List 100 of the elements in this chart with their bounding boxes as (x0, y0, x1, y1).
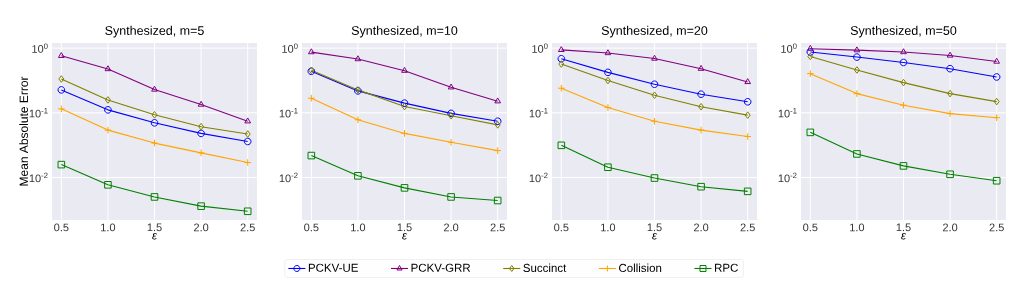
x-tick-label: 2.5 (740, 223, 755, 232)
point (697, 64, 705, 71)
x-tick-label: 2.0 (194, 223, 209, 232)
x-tick-label: 0.5 (304, 223, 319, 232)
y-tick-label: 10$^{-2}$ (529, 172, 548, 183)
point (400, 184, 409, 192)
y-tick-label: 10$^{-1}$ (778, 108, 797, 118)
point (243, 137, 252, 146)
x-tick-label: 0.5 (803, 223, 818, 232)
point (354, 55, 362, 62)
point (743, 187, 752, 196)
point (557, 84, 566, 92)
point (447, 138, 455, 147)
point (57, 105, 66, 113)
chart-title: Synthesized, m=20 (601, 25, 708, 38)
point (743, 132, 752, 141)
point (400, 99, 409, 107)
point (558, 60, 565, 68)
point (806, 69, 815, 78)
point (900, 48, 907, 55)
y-tick-label: 10$^{-1}$ (529, 108, 548, 118)
point (197, 149, 205, 157)
legend-label: PCKV-GRR (411, 263, 471, 272)
point (354, 172, 362, 180)
point (401, 66, 408, 73)
y-tick-label: 10$^{0}$ (781, 43, 797, 53)
point (151, 111, 158, 119)
x-axis-title: ε (402, 233, 408, 240)
point (853, 89, 861, 98)
point (743, 97, 752, 106)
point (151, 85, 158, 92)
point (494, 121, 501, 129)
chart-title: Synthesized, m=10 (351, 25, 458, 38)
point (244, 130, 251, 138)
y-tick-label: 10$^{0}$ (532, 43, 548, 53)
point (697, 90, 705, 98)
x-tick-label: 1.5 (896, 223, 911, 232)
x-axis-title: ε (901, 233, 907, 240)
point (698, 102, 705, 111)
point (650, 117, 659, 126)
y-axis-title: Mean Absolute Error (19, 76, 29, 186)
point (806, 128, 815, 137)
point (307, 48, 315, 55)
point (557, 141, 566, 150)
point (243, 207, 252, 216)
point (557, 46, 565, 52)
x-tick-label: 1.5 (647, 223, 662, 232)
point (992, 176, 1001, 185)
point (400, 129, 409, 138)
point (900, 78, 907, 87)
point (853, 150, 861, 158)
x-tick-label: 1.0 (101, 223, 116, 232)
point (150, 139, 159, 147)
point (697, 126, 705, 134)
point (104, 106, 112, 114)
x-tick-label: 2.5 (240, 223, 255, 232)
y-tick-label: 10$^{0}$ (32, 43, 48, 53)
x-tick-label: 1.5 (397, 223, 412, 232)
x-tick-label: 1.5 (147, 223, 162, 232)
point (354, 115, 362, 124)
point (650, 80, 659, 89)
point (899, 101, 908, 110)
point (604, 49, 612, 56)
y-tick-label: 10$^{0}$ (282, 43, 298, 53)
point (604, 103, 612, 112)
point (494, 97, 502, 104)
point (493, 196, 502, 205)
x-tick-label: 2.5 (989, 223, 1004, 232)
point (447, 193, 455, 201)
point (807, 52, 814, 61)
point (104, 126, 112, 134)
point (853, 46, 861, 53)
point (946, 51, 954, 58)
point (899, 162, 908, 170)
point (104, 181, 112, 189)
point (806, 44, 814, 51)
point (604, 68, 612, 77)
point (557, 54, 566, 63)
x-axis-title: ε (652, 233, 658, 240)
chart-title: Synthesized, m=50 (850, 25, 957, 38)
point (57, 86, 66, 94)
point (197, 100, 205, 107)
point (993, 97, 1000, 106)
point (57, 52, 65, 58)
point (104, 65, 112, 72)
x-tick-label: 0.5 (54, 223, 69, 232)
x-tick-label: 2.0 (942, 223, 958, 232)
point (853, 66, 860, 74)
point (493, 146, 502, 155)
point (104, 96, 111, 104)
point (150, 119, 159, 127)
point (899, 58, 908, 67)
x-tick-label: 2.5 (490, 223, 505, 232)
x-tick-label: 1.0 (601, 223, 616, 232)
x-axis-title: ε (152, 233, 158, 240)
point (650, 174, 659, 182)
legend-label: Collision (619, 263, 662, 273)
y-tick-label: 10$^{-2}$ (279, 172, 298, 183)
x-tick-label: 1.0 (351, 223, 366, 232)
point (493, 117, 502, 126)
